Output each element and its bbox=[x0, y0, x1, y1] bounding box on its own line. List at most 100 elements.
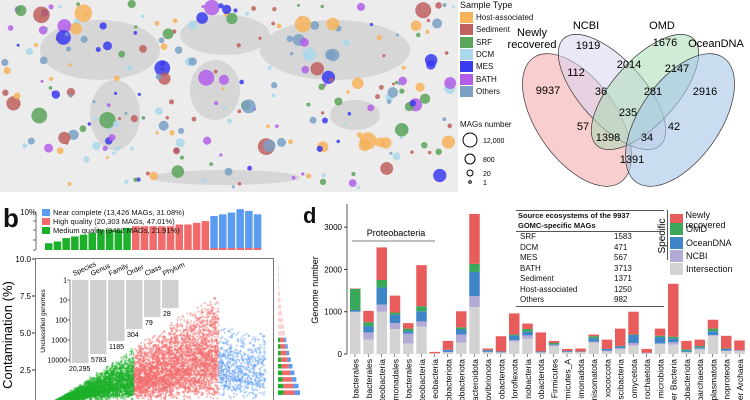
bar-segment-ncbi bbox=[403, 333, 414, 344]
venn-count: 57 bbox=[577, 121, 589, 133]
bar-segment-intersection bbox=[641, 353, 652, 354]
bar-segment-oceandna bbox=[403, 331, 414, 334]
category-label: acteroidota bbox=[470, 359, 480, 400]
size-label: 20 bbox=[483, 171, 491, 178]
sample-site-marker bbox=[92, 100, 96, 104]
bar-segment-oceandna bbox=[548, 344, 560, 346]
sample-site-marker bbox=[44, 27, 48, 31]
sample-site-marker bbox=[415, 82, 425, 92]
bar-segment-newly-recovered bbox=[535, 332, 546, 352]
bar-segment-ncbi bbox=[628, 343, 639, 346]
sample-site-marker bbox=[294, 15, 312, 33]
sample-site-marker bbox=[218, 74, 229, 85]
sample-site-marker bbox=[271, 21, 276, 26]
sample-site-marker bbox=[389, 151, 393, 155]
sample-site-marker bbox=[31, 107, 48, 124]
sample-site-marker bbox=[198, 69, 215, 86]
sample-site-marker bbox=[309, 116, 317, 124]
completeness-histogram-bar bbox=[140, 226, 149, 250]
category-label: omycetota bbox=[629, 359, 639, 398]
sample-site-marker bbox=[172, 18, 178, 24]
category-label: obacteriota bbox=[457, 359, 467, 400]
sample-site-marker bbox=[356, 2, 365, 11]
sample-site-marker bbox=[351, 172, 356, 177]
bar-segment-ncbi bbox=[588, 341, 599, 343]
sample-site-marker bbox=[76, 2, 80, 7]
bar-segment-intersection bbox=[442, 352, 454, 354]
sample-site-marker bbox=[296, 3, 301, 7]
sample-site-marker bbox=[395, 33, 399, 37]
sample-site-marker bbox=[57, 19, 72, 34]
sample-site-marker bbox=[391, 82, 396, 86]
bar-segment-newly-recovered bbox=[495, 336, 507, 352]
sample-site-marker bbox=[347, 111, 352, 116]
bar-segment-newly-recovered bbox=[628, 311, 639, 335]
sample-site-marker bbox=[401, 65, 406, 70]
bar-segment-omd bbox=[509, 334, 520, 336]
venn-diagram: Newly recovered NCBI OMD OceanDNA 1919 16… bbox=[508, 20, 744, 187]
sample-site-marker bbox=[348, 179, 357, 187]
category-label: noproteota bbox=[722, 359, 732, 400]
bar-segment-intersection bbox=[575, 352, 586, 354]
bar-segment-intersection bbox=[721, 351, 732, 354]
y-tick-label: 5.0 bbox=[20, 329, 32, 338]
sample-site-marker bbox=[343, 123, 348, 127]
sample-site-marker bbox=[133, 177, 138, 182]
category-label: bacterales bbox=[351, 359, 361, 398]
rank-label: Order bbox=[126, 264, 146, 278]
sample-site-marker bbox=[310, 21, 320, 30]
sample-site-marker bbox=[188, 20, 198, 30]
category-label: barchaeota bbox=[695, 359, 705, 400]
bar-segment-newly-recovered bbox=[403, 323, 414, 329]
sample-site-marker bbox=[173, 147, 180, 155]
sample-site-marker bbox=[387, 87, 399, 98]
sample-site-marker bbox=[233, 8, 238, 13]
legend-label: BATH bbox=[476, 74, 497, 84]
legend-label: MES bbox=[476, 62, 494, 72]
contamination-histogram-bar bbox=[278, 304, 282, 310]
bar-segment-ncbi bbox=[522, 335, 533, 339]
bar-segment-omd bbox=[469, 263, 480, 272]
sample-site-marker bbox=[433, 168, 447, 183]
y-tick-label: 7.5 bbox=[20, 292, 32, 301]
venn-count: 1398 bbox=[596, 132, 620, 144]
bar-segment-intersection bbox=[734, 351, 745, 354]
inset-y-label: Unclassified genomes bbox=[40, 288, 47, 352]
table-row: DCM 471 bbox=[516, 243, 664, 254]
sample-site-marker bbox=[325, 49, 336, 60]
sample-site-marker bbox=[16, 43, 20, 47]
panel-b-letter: b bbox=[3, 203, 19, 233]
sample-site-marker bbox=[323, 83, 327, 87]
bar-segment-omd bbox=[668, 336, 679, 339]
bar-segment-intersection bbox=[482, 352, 493, 354]
specific-label-wrap: Specific bbox=[657, 218, 668, 253]
unclassified-value: 20,295 bbox=[69, 366, 91, 373]
category-label: rmicutes_A bbox=[563, 359, 573, 400]
sample-site-marker bbox=[275, 124, 279, 128]
completeness-histogram-bar bbox=[114, 229, 123, 250]
sample-site-marker bbox=[93, 116, 98, 121]
legend-swatch bbox=[460, 85, 473, 97]
bar-segment-newly-recovered bbox=[694, 339, 705, 346]
sample-site-marker bbox=[6, 96, 21, 111]
sample-site-marker bbox=[369, 22, 374, 27]
bar-segment-intersection bbox=[522, 338, 533, 354]
sample-site-marker bbox=[247, 165, 253, 171]
sample-site-marker bbox=[310, 61, 324, 76]
ecosystem-count: 982 bbox=[614, 295, 628, 304]
sample-site-marker bbox=[451, 5, 455, 9]
sample-site-marker bbox=[336, 139, 340, 144]
bar-segment-omd bbox=[389, 312, 401, 315]
sample-site-marker bbox=[286, 35, 294, 43]
inset-y-tick: 10000 bbox=[48, 358, 68, 365]
bar-segment-intersection bbox=[601, 351, 613, 354]
sample-site-marker bbox=[51, 90, 61, 99]
y-tick-label: 1000 bbox=[324, 308, 342, 317]
category-label: eobacteria bbox=[430, 359, 440, 399]
sample-site-marker bbox=[171, 165, 185, 178]
sample-site-marker bbox=[191, 116, 197, 122]
completeness-histogram-bar bbox=[236, 209, 244, 250]
sample-site-marker bbox=[114, 91, 118, 95]
sample-site-marker bbox=[441, 135, 456, 149]
sample-site-marker bbox=[130, 146, 134, 151]
